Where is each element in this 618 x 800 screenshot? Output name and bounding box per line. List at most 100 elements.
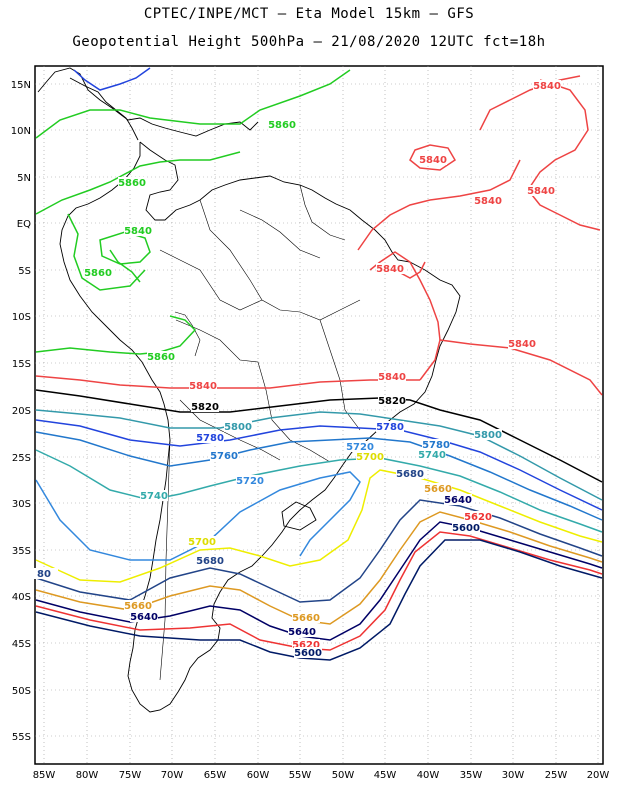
lat-tick-label: 40S [12, 592, 31, 603]
lon-tick-label: 25W [545, 770, 568, 781]
contour-5660 [35, 511, 603, 625]
contour-5840-loop [409, 144, 457, 171]
contour-label-5820: 5820 [378, 396, 406, 407]
border-9 [174, 311, 201, 357]
contour-label-bg [444, 494, 472, 505]
contour-label-bg [130, 611, 158, 622]
lon-tick-label: 70W [161, 770, 184, 781]
contour-label-bg [376, 263, 404, 274]
contour-label-5800: 5800 [224, 422, 252, 433]
contour-5680 [35, 499, 603, 603]
lon-tick-label: 65W [204, 770, 227, 781]
lat-tick-label: 10S [12, 312, 31, 323]
axis-ticks: 85W 80W 75W 70W 65W 60W 55W 50W 45W 40W 35W 30W 25W 2… [11, 80, 610, 781]
contour-5860-amazon [35, 151, 241, 215]
contour-label-bg [378, 395, 406, 406]
map-title: CPTEC/INPE/MCT – Eta Model 15km – GFS [143, 6, 475, 22]
contour-label-bg [30, 568, 58, 579]
contour-label-bg [346, 441, 374, 452]
contour-label-5660: 5660 [292, 613, 320, 624]
lon-tick-label: 20W [587, 770, 610, 781]
contour-label-5780: 5780 [376, 422, 404, 433]
map-subtitle: Geopotential Height 500hPa – 21/08/2020 … [72, 34, 546, 50]
central-america-coast-2 [69, 77, 139, 141]
contour-label-bg [147, 351, 175, 362]
contour-5820 [35, 389, 603, 483]
contour-label-5860: 5860 [147, 352, 175, 363]
contour-label-bg [418, 449, 446, 460]
contour-5840-f [479, 75, 581, 131]
contour-label-bg [224, 421, 252, 432]
contour-5760 [35, 431, 603, 521]
graticule [35, 66, 603, 764]
contour-5700 [35, 469, 603, 583]
lat-tick-label: 25S [12, 453, 31, 464]
contour-blue-north [73, 67, 151, 91]
contour-label-5620: 5620 [292, 640, 320, 651]
contour-label-5700: 5700 [356, 452, 384, 463]
border-6 [179, 399, 281, 461]
lat-tick-label: 10N [11, 126, 31, 137]
contour-label-5760: 5760 [210, 451, 238, 462]
contour-label-bg [294, 647, 322, 658]
lat-tick-label: 20S [12, 406, 31, 417]
contour-label-bg [419, 154, 447, 165]
lat-tick-label: 35S [12, 546, 31, 557]
contour-5780 [35, 419, 603, 511]
contour-label-5780: 5780 [422, 440, 450, 451]
contour-5600 [35, 539, 603, 661]
contour-label-5720: 5720 [236, 476, 264, 487]
contour-5640 [35, 521, 603, 641]
contour-label-bg [84, 267, 112, 278]
contour-label-bg [196, 555, 224, 566]
contour-label-5740: 5740 [140, 491, 168, 502]
contour-label-5640: 5640 [444, 495, 472, 506]
lat-tick-label: 45S [12, 639, 31, 650]
contour-label-bg [124, 225, 152, 236]
contour-label-5840: 5840 [527, 186, 555, 197]
contour-5860-west [67, 213, 146, 291]
contour-5840-g [527, 79, 601, 231]
contour-label-bg [210, 450, 238, 461]
contour-label-5600: 5600 [294, 648, 322, 659]
contour-5840-a [35, 375, 420, 389]
contour-5860-north [35, 69, 351, 139]
contour-label-bg [292, 639, 320, 650]
contour-label-5840: 5840 [378, 372, 406, 383]
contour-label-bg [464, 511, 492, 522]
contour-label-5820: 5820 [191, 402, 219, 413]
lat-tick-label: 55S [12, 732, 31, 743]
contour-label-5840: 5840 [189, 381, 217, 392]
contour-label-bg [474, 429, 502, 440]
contour-label-5840: 5840 [474, 196, 502, 207]
lon-tick-label: 85W [33, 770, 56, 781]
contour-label-5860: 5860 [268, 120, 296, 131]
border-4 [239, 209, 321, 259]
contour-label-5800: 5800 [474, 430, 502, 441]
contour-label-5840: 5840 [376, 264, 404, 275]
contour-label-5780: 5780 [196, 433, 224, 444]
contour-5840-b [419, 339, 603, 396]
contour-5840-e [357, 159, 521, 251]
contour-label-bg [533, 80, 561, 91]
contour-label-5660: 5660 [124, 601, 152, 612]
border-5 [299, 184, 346, 241]
contour-labels: 5860 5860 5840 5860 5860 5840 5840 5840 5840 5840… [30, 80, 561, 659]
contour-5860-inner [109, 249, 141, 283]
lat-tick-label: 50S [12, 686, 31, 697]
contour-label-bg [356, 451, 384, 462]
lon-tick-label: 30W [502, 770, 525, 781]
lat-tick-label: 15N [11, 80, 31, 91]
contour-label-bg [236, 475, 264, 486]
contour-label-bg [508, 338, 536, 349]
contour-label-bg [396, 468, 424, 479]
contour-label-5740: 5740 [418, 450, 446, 461]
contour-label-5840: 5840 [419, 155, 447, 166]
contours [35, 67, 603, 661]
contour-label-bg [124, 600, 152, 611]
lat-tick-label: 5S [18, 266, 31, 277]
contour-label-5620: 5620 [464, 512, 492, 523]
contour-label-bg [422, 439, 450, 450]
contour-label-bg [191, 401, 219, 412]
